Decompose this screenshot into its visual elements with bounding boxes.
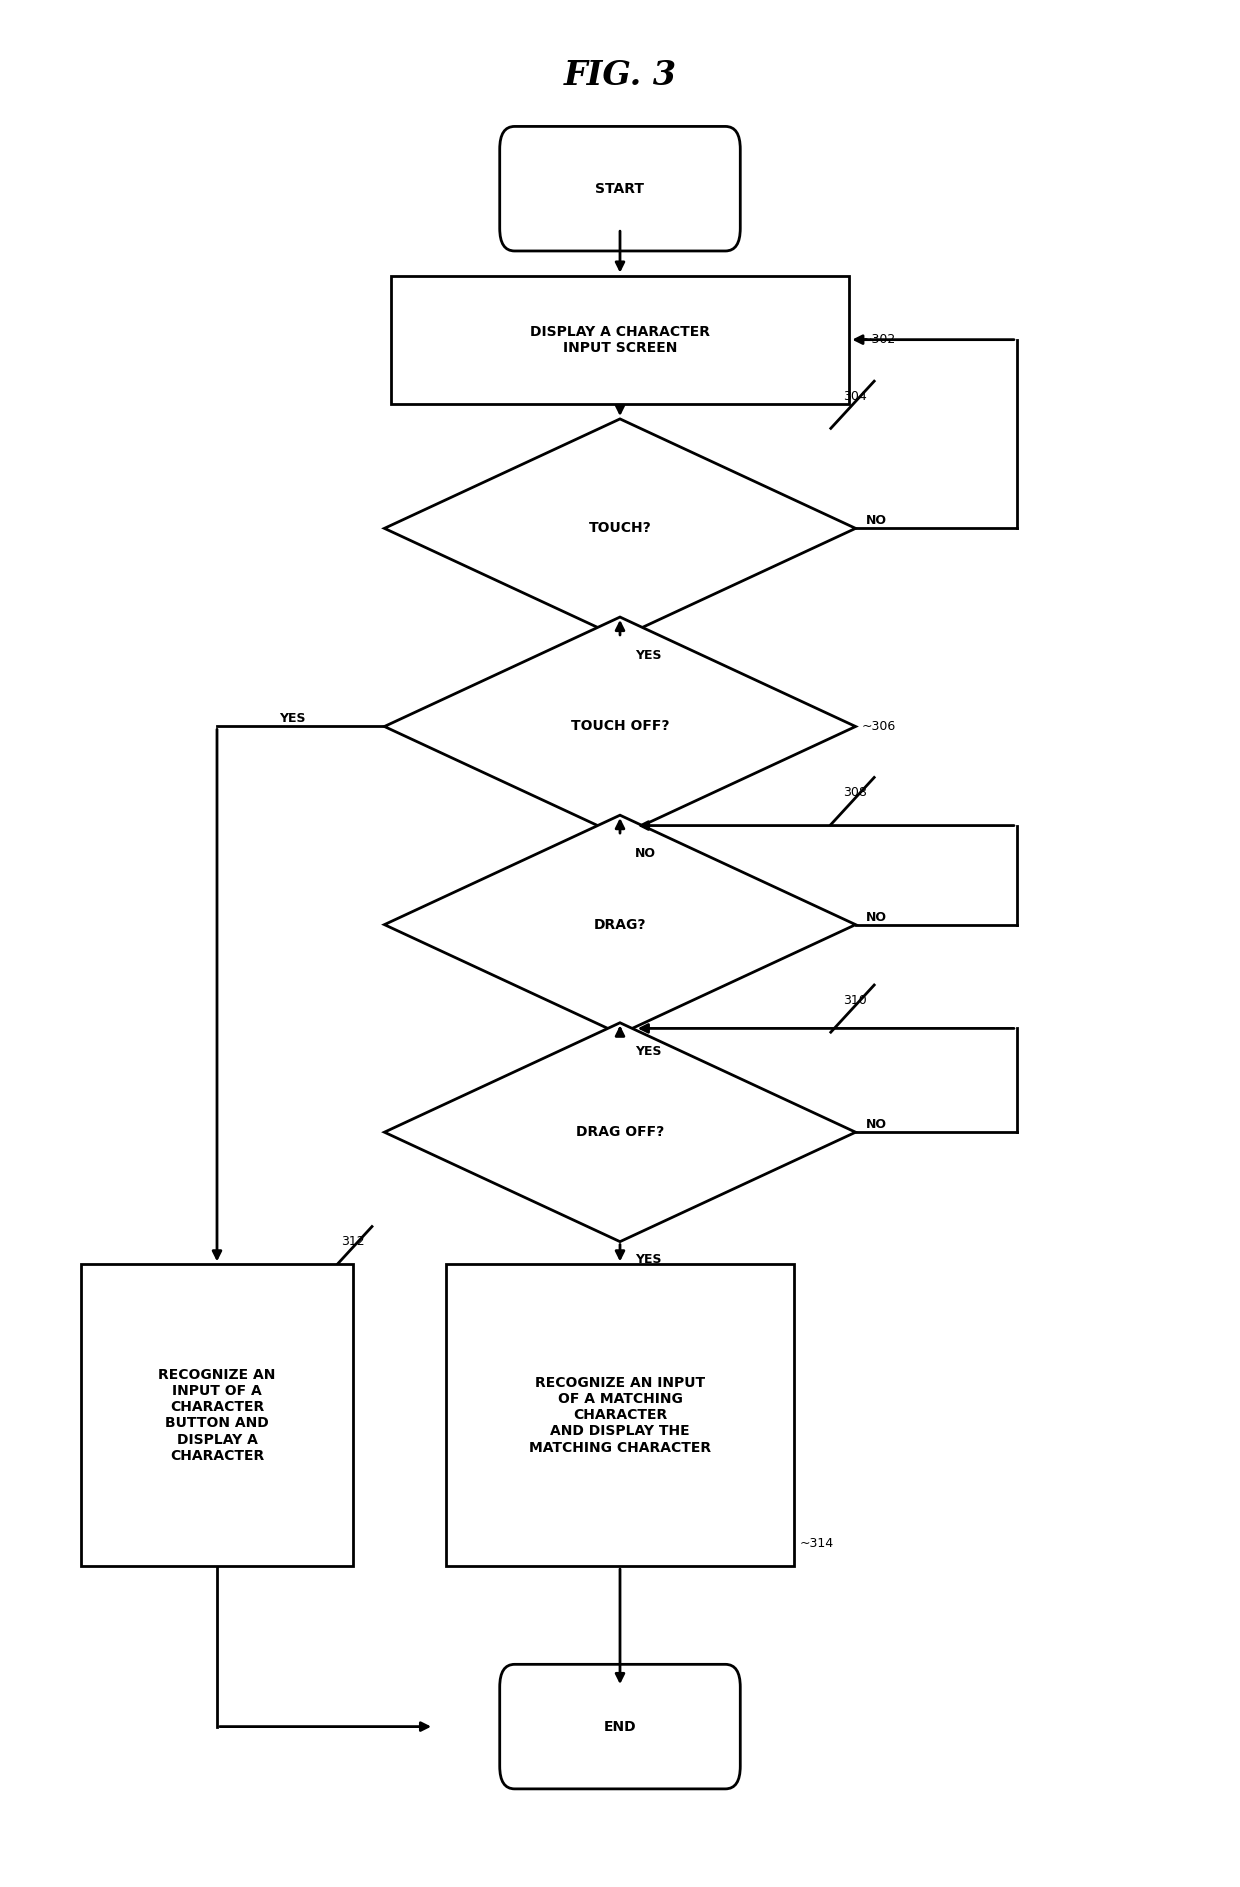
Text: YES: YES: [635, 1045, 661, 1059]
Text: START: START: [595, 181, 645, 196]
Text: 312: 312: [341, 1236, 365, 1247]
Text: FIG. 3: FIG. 3: [563, 58, 677, 92]
Text: END: END: [604, 1719, 636, 1734]
Text: DRAG OFF?: DRAG OFF?: [575, 1125, 665, 1140]
Text: TOUCH OFF?: TOUCH OFF?: [570, 719, 670, 734]
Text: YES: YES: [635, 649, 661, 662]
Text: YES: YES: [635, 1253, 661, 1266]
Text: RECOGNIZE AN
INPUT OF A
CHARACTER
BUTTON AND
DISPLAY A
CHARACTER: RECOGNIZE AN INPUT OF A CHARACTER BUTTON…: [159, 1368, 275, 1462]
Text: DISPLAY A CHARACTER
INPUT SCREEN: DISPLAY A CHARACTER INPUT SCREEN: [529, 325, 711, 355]
Text: NO: NO: [635, 847, 656, 860]
Bar: [446, 1264, 794, 1566]
Text: ~314: ~314: [800, 1538, 835, 1549]
FancyBboxPatch shape: [500, 1664, 740, 1789]
Text: 308: 308: [843, 787, 867, 798]
Text: NO: NO: [866, 1119, 887, 1130]
Text: YES: YES: [279, 713, 305, 725]
Bar: [391, 276, 849, 404]
FancyBboxPatch shape: [500, 126, 740, 251]
Text: DRAG?: DRAG?: [594, 917, 646, 932]
Text: NO: NO: [866, 515, 887, 526]
Polygon shape: [384, 815, 856, 1034]
Text: TOUCH?: TOUCH?: [589, 521, 651, 536]
Polygon shape: [384, 1023, 856, 1242]
Text: NO: NO: [866, 911, 887, 923]
Text: RECOGNIZE AN INPUT
OF A MATCHING
CHARACTER
AND DISPLAY THE
MATCHING CHARACTER: RECOGNIZE AN INPUT OF A MATCHING CHARACT…: [529, 1376, 711, 1455]
Bar: [81, 1264, 353, 1566]
Text: 304: 304: [843, 391, 867, 402]
Text: ~306: ~306: [862, 721, 897, 732]
Polygon shape: [384, 419, 856, 638]
Text: ~302: ~302: [862, 334, 897, 345]
Text: 310: 310: [843, 994, 867, 1006]
Polygon shape: [384, 617, 856, 836]
